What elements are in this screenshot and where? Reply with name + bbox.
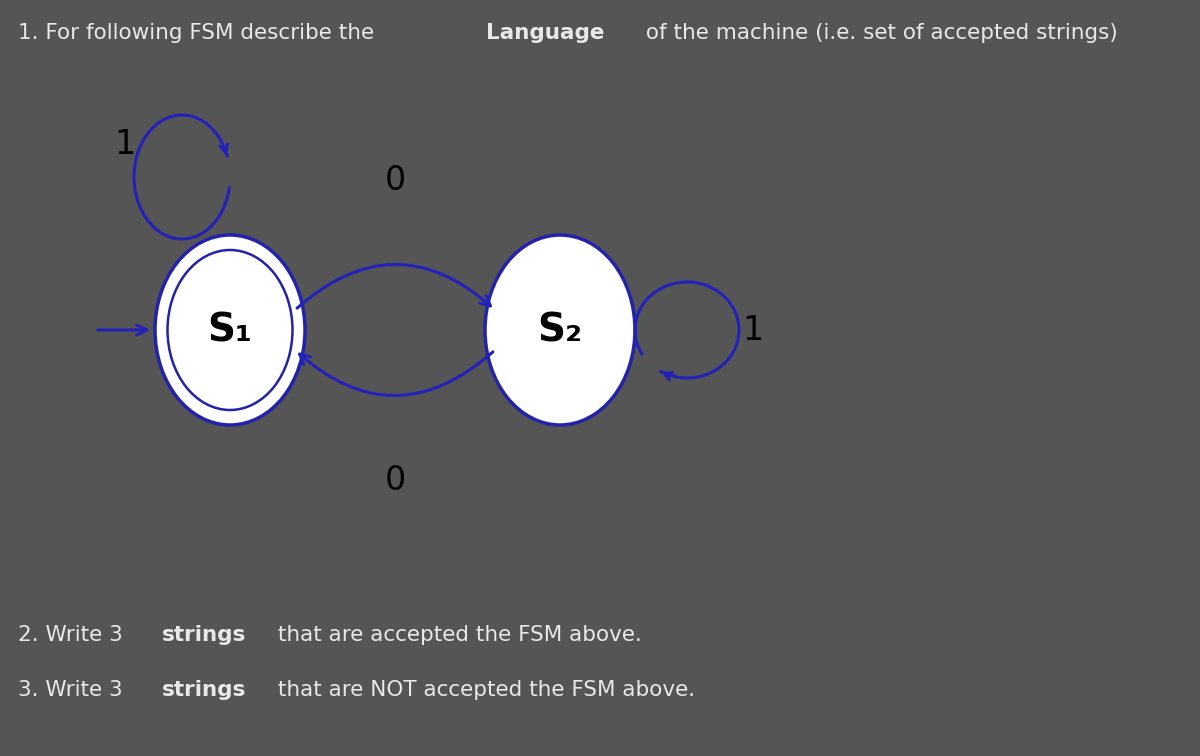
FancyArrowPatch shape — [298, 265, 491, 308]
Text: S₁: S₁ — [208, 311, 252, 349]
Text: 0: 0 — [384, 463, 406, 497]
Text: 2. Write 3: 2. Write 3 — [18, 625, 130, 645]
Text: of the machine (i.e. set of accepted strings): of the machine (i.e. set of accepted str… — [640, 23, 1118, 43]
FancyArrowPatch shape — [300, 352, 493, 395]
Text: 1: 1 — [114, 129, 136, 162]
Text: 1: 1 — [743, 314, 763, 346]
Text: strings: strings — [162, 680, 246, 700]
Ellipse shape — [168, 250, 293, 410]
Ellipse shape — [485, 235, 635, 425]
Ellipse shape — [155, 235, 305, 425]
Text: 3. Write 3: 3. Write 3 — [18, 680, 130, 700]
Text: 1. For following FSM describe the: 1. For following FSM describe the — [18, 23, 382, 43]
Text: 0: 0 — [384, 163, 406, 197]
Text: Language: Language — [486, 23, 605, 43]
Text: strings: strings — [162, 625, 246, 645]
Text: that are accepted the FSM above.: that are accepted the FSM above. — [271, 625, 642, 645]
Text: S₂: S₂ — [538, 311, 582, 349]
Text: that are NOT accepted the FSM above.: that are NOT accepted the FSM above. — [271, 680, 695, 700]
